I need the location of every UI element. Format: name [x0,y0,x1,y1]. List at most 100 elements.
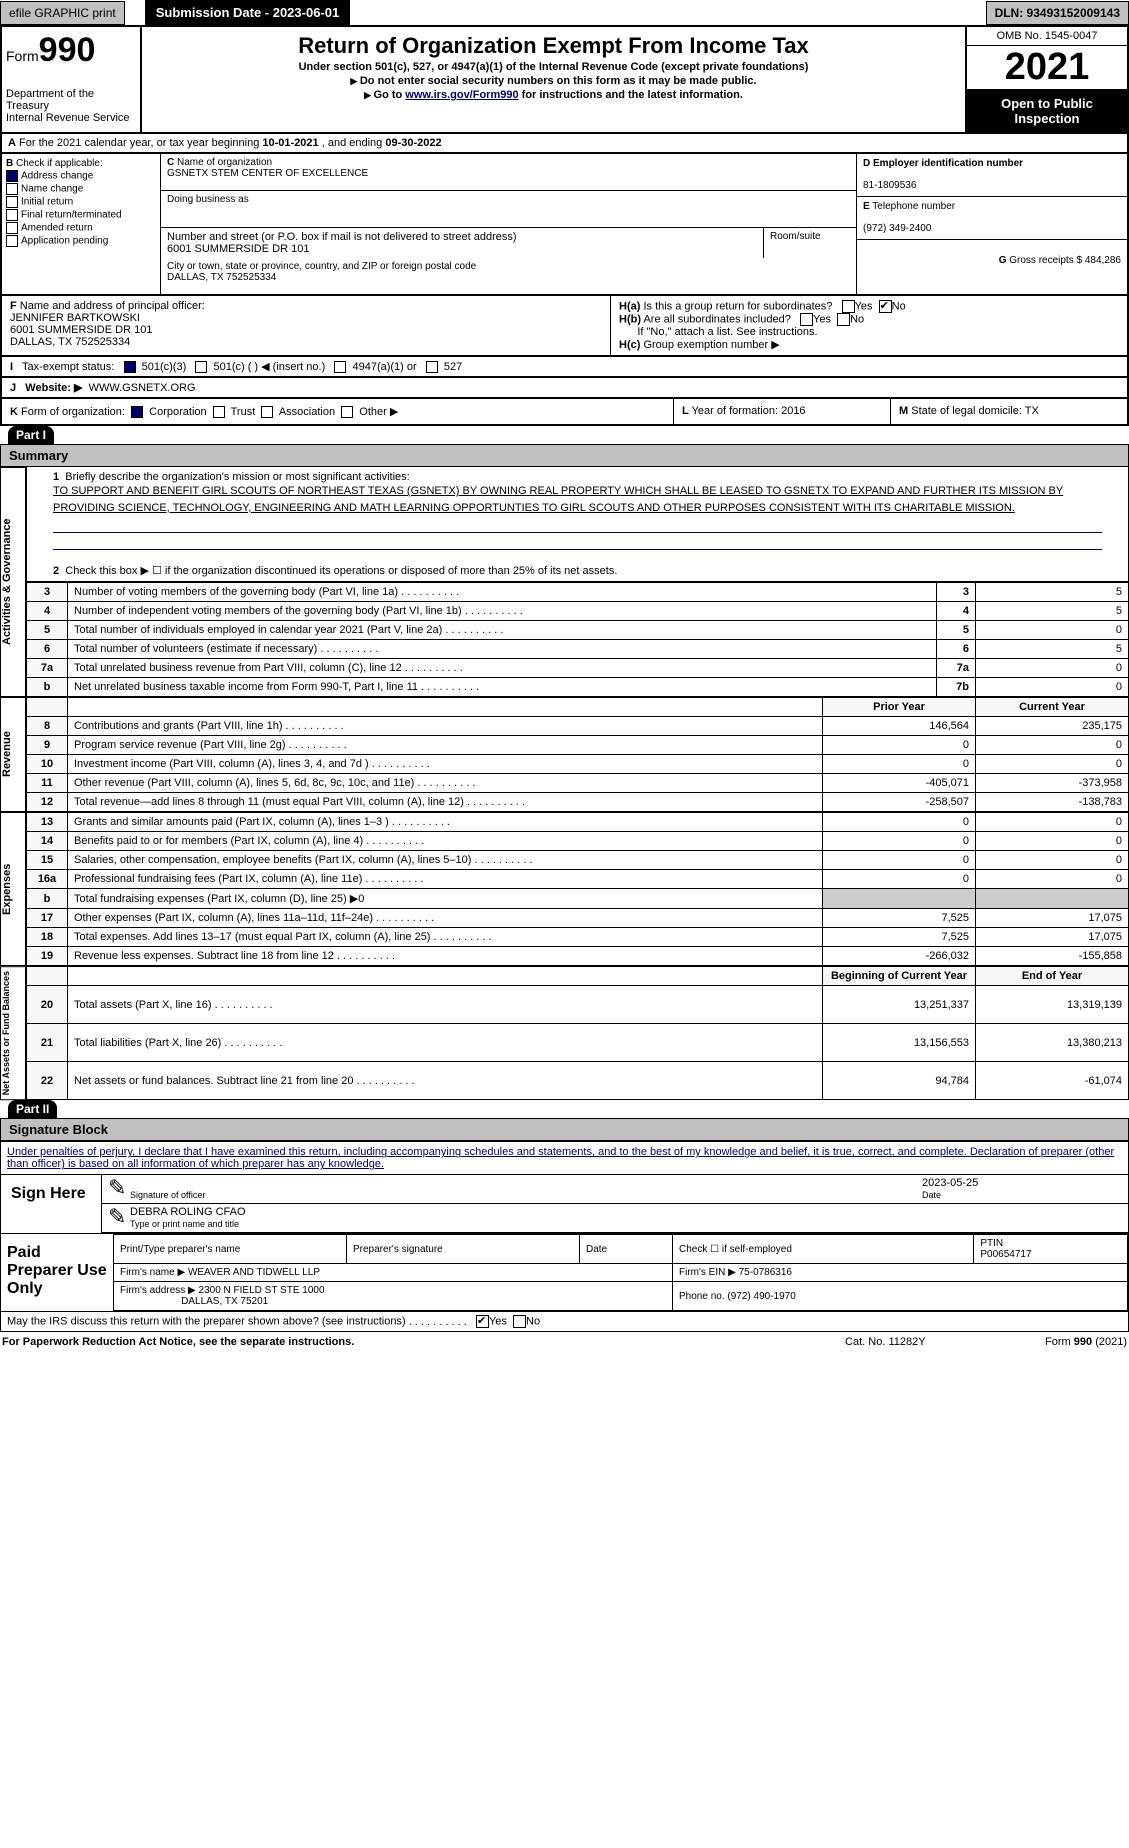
discuss-yes-box[interactable] [476,1315,489,1328]
netassets-block: Net Assets or Fund Balances Beginning of… [0,966,1129,1100]
row-col: 7a [937,659,976,678]
ha-no-box[interactable] [879,300,892,313]
chk-4947[interactable] [334,361,346,373]
chk-other[interactable] [341,406,353,418]
irs-link[interactable]: www.irs.gov/Form990 [405,89,518,101]
k-lbl: Form of organization: [21,406,125,418]
sig-typed-lbl: Type or print name and title [130,1219,239,1229]
checkbox-icon [6,196,18,208]
label-c: C [167,157,174,168]
row-current: -373,958 [976,774,1129,793]
discuss-row: May the IRS discuss this return with the… [0,1312,1129,1332]
chk-final[interactable]: Final return/terminated [6,209,156,221]
side-netassets: Net Assets or Fund Balances [0,966,26,1100]
row-a: A For the 2021 calendar year, or tax yea… [0,134,1129,154]
chk-app-pending[interactable]: Application pending [6,235,156,247]
table-row: 17 Other expenses (Part IX, column (A), … [27,909,1129,928]
chk-trust[interactable] [213,406,225,418]
discuss-no-box[interactable] [513,1315,526,1328]
revenue-block: Revenue Prior YearCurrent Year 8 Contrib… [0,697,1129,812]
tax-year: 2021 [967,46,1127,90]
chk-501c[interactable] [195,361,207,373]
row-label: Investment income (Part VIII, column (A)… [68,755,823,774]
row-prior: 0 [823,736,976,755]
chk-initial[interactable]: Initial return [6,196,156,208]
org-name: GSNETX STEM CENTER OF EXCELLENCE [167,168,368,179]
label-l: L [682,405,689,417]
table-row: 4 Number of independent voting members o… [27,602,1129,621]
row-prior: 0 [823,851,976,870]
row-current: -138,783 [976,793,1129,812]
street-value: 6001 SUMMERSIDE DR 101 [167,243,309,255]
firm-addr-lbl: Firm's address ▶ [120,1285,196,1296]
table-row: b Net unrelated business taxable income … [27,678,1129,697]
hdr-current: Current Year [976,698,1129,717]
officer-addr2: DALLAS, TX 752525334 [10,336,130,348]
penalties-text[interactable]: Under penalties of perjury, I declare th… [7,1146,1114,1170]
a-mid: , and ending [322,137,386,149]
hb-no-box[interactable] [837,313,850,326]
table-row: 3 Number of voting members of the govern… [27,583,1129,602]
row-label: Grants and similar amounts paid (Part IX… [68,813,823,832]
row-prior [823,889,976,909]
sig-typed-name: DEBRA ROLING CFAO [130,1206,246,1218]
firm-addr1: 2300 N FIELD ST STE 1000 [199,1285,325,1296]
chk-amended[interactable]: Amended return [6,222,156,234]
row-label: Total expenses. Add lines 13–17 (must eq… [68,928,823,947]
officer-name: JENNIFER BARTKOWSKI [10,312,140,324]
side-expenses: Expenses [0,812,26,966]
checkbox-icon [6,209,18,221]
row-label: Total assets (Part X, line 16) [68,986,823,1024]
row-label: Other revenue (Part VIII, column (A), li… [68,774,823,793]
submission-date-button[interactable]: Submission Date - 2023-06-01 [145,0,351,25]
ein-lbl: Employer identification number [873,158,1023,169]
part1-title: Summary [0,444,1129,467]
row-label: Total liabilities (Part X, line 26) [68,1024,823,1062]
chk-name-change[interactable]: Name change [6,183,156,195]
firm-lbl: Firm's name ▶ [120,1267,185,1278]
footer-catno: Cat. No. 11282Y [845,1336,1045,1348]
room-lbl: Room/suite [764,228,856,258]
row-label: Professional fundraising fees (Part IX, … [68,870,823,889]
blank-line [53,518,1102,533]
firm-phone-lbl: Phone no. [679,1291,725,1302]
row-num: 22 [27,1062,68,1100]
row-label: Net unrelated business taxable income fr… [68,678,937,697]
row-current [976,889,1129,909]
sig-declaration: Under penalties of perjury, I declare th… [1,1142,1128,1175]
pen-icon: ✎ [108,1204,126,1230]
row-label: Total number of individuals employed in … [68,621,937,640]
hb-yes-box[interactable] [800,313,813,326]
chk-501c3[interactable] [124,361,136,373]
chk-527[interactable] [426,361,438,373]
a-end: 09-30-2022 [385,137,441,149]
top-bar: efile GRAPHIC print Submission Date - 20… [0,0,1129,27]
row-label: Benefits paid to or for members (Part IX… [68,832,823,851]
hdr-prior: Prior Year [823,698,976,717]
firm-ein-lbl: Firm's EIN ▶ [679,1267,736,1278]
firm-ein: 75-0786316 [739,1267,792,1278]
row-prior: 94,784 [823,1062,976,1100]
row-label: Total revenue—add lines 8 through 11 (mu… [68,793,823,812]
part2-title: Signature Block [0,1118,1129,1141]
label-i: I [10,361,13,373]
chk-addr-change[interactable]: Address change [6,170,156,182]
chk-assoc[interactable] [261,406,273,418]
table-row: 20 Total assets (Part X, line 16) 13,251… [27,986,1129,1024]
side-activities: Activities & Governance [0,467,26,697]
row-col: 4 [937,602,976,621]
chk-corp[interactable] [131,406,143,418]
row-num: 12 [27,793,68,812]
row-prior: 146,564 [823,717,976,736]
table-row: 15 Salaries, other compensation, employe… [27,851,1129,870]
table-row: 9 Program service revenue (Part VIII, li… [27,736,1129,755]
city-lbl: City or town, state or province, country… [167,261,476,272]
block-b-to-g: B Check if applicable: Address change Na… [0,154,1129,296]
checkbox-icon [6,183,18,195]
c-name-lbl: Name of organization [177,157,272,168]
gross-value: 484,286 [1085,255,1121,266]
part2-num: Part II [8,1100,57,1118]
firm-phone: (972) 490-1970 [727,1291,795,1302]
ha-yes-box[interactable] [842,300,855,313]
discuss-q: May the IRS discuss this return with the… [7,1316,467,1328]
